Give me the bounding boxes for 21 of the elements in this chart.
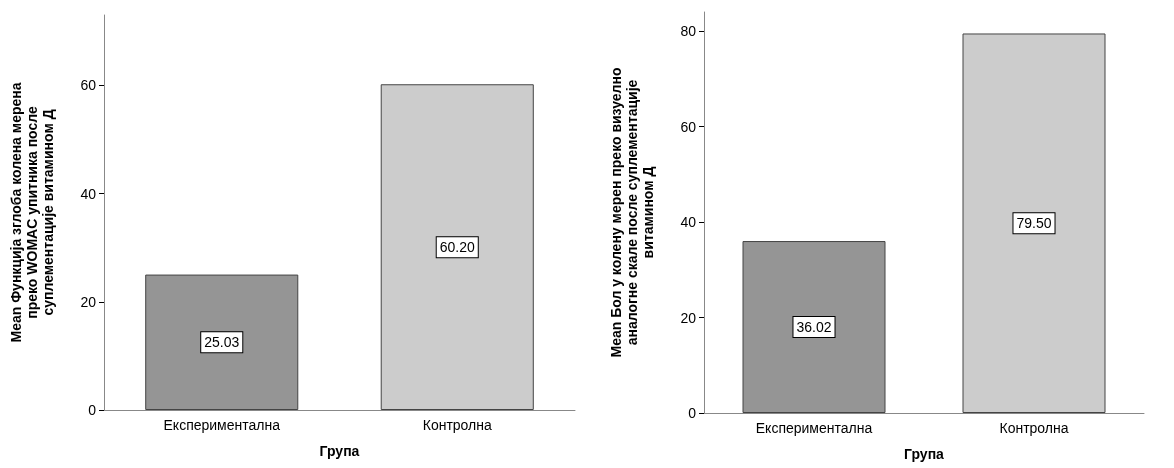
y-tick-label: 0: [688, 405, 697, 421]
y-tick-label: 40: [80, 185, 97, 202]
y-tick-label: 80: [680, 23, 697, 40]
y-tick-label: 60: [680, 118, 697, 135]
x-tick-label: Контролна: [422, 417, 492, 433]
data-label: 25.03: [204, 334, 240, 351]
x-axis-title: Група: [319, 443, 360, 459]
y-tick-label: 20: [80, 293, 97, 310]
y-axis-title: Mean Функција зглоба колена мерена преко WOMAC упитника после суплементације витамином Д: [8, 82, 56, 343]
x-tick-label: Експериментална: [163, 417, 281, 433]
y-tick-label: 0: [88, 402, 97, 418]
y-axis-title: Mean Бол у колену мерен преко визуелно аналогне скале после суплементације витамином Д: [608, 67, 656, 358]
data-label: 60.20: [439, 239, 475, 256]
data-label: 79.50: [1016, 215, 1052, 232]
y-tick-label: 20: [680, 309, 697, 326]
y-tick-label: 60: [80, 77, 97, 94]
x-tick-label: Експериментална: [755, 420, 873, 436]
x-tick-label: Контролна: [999, 420, 1069, 436]
x-axis-title: Група: [904, 446, 945, 462]
data-label: 36.02: [796, 319, 832, 336]
y-tick-label: 40: [680, 214, 697, 231]
